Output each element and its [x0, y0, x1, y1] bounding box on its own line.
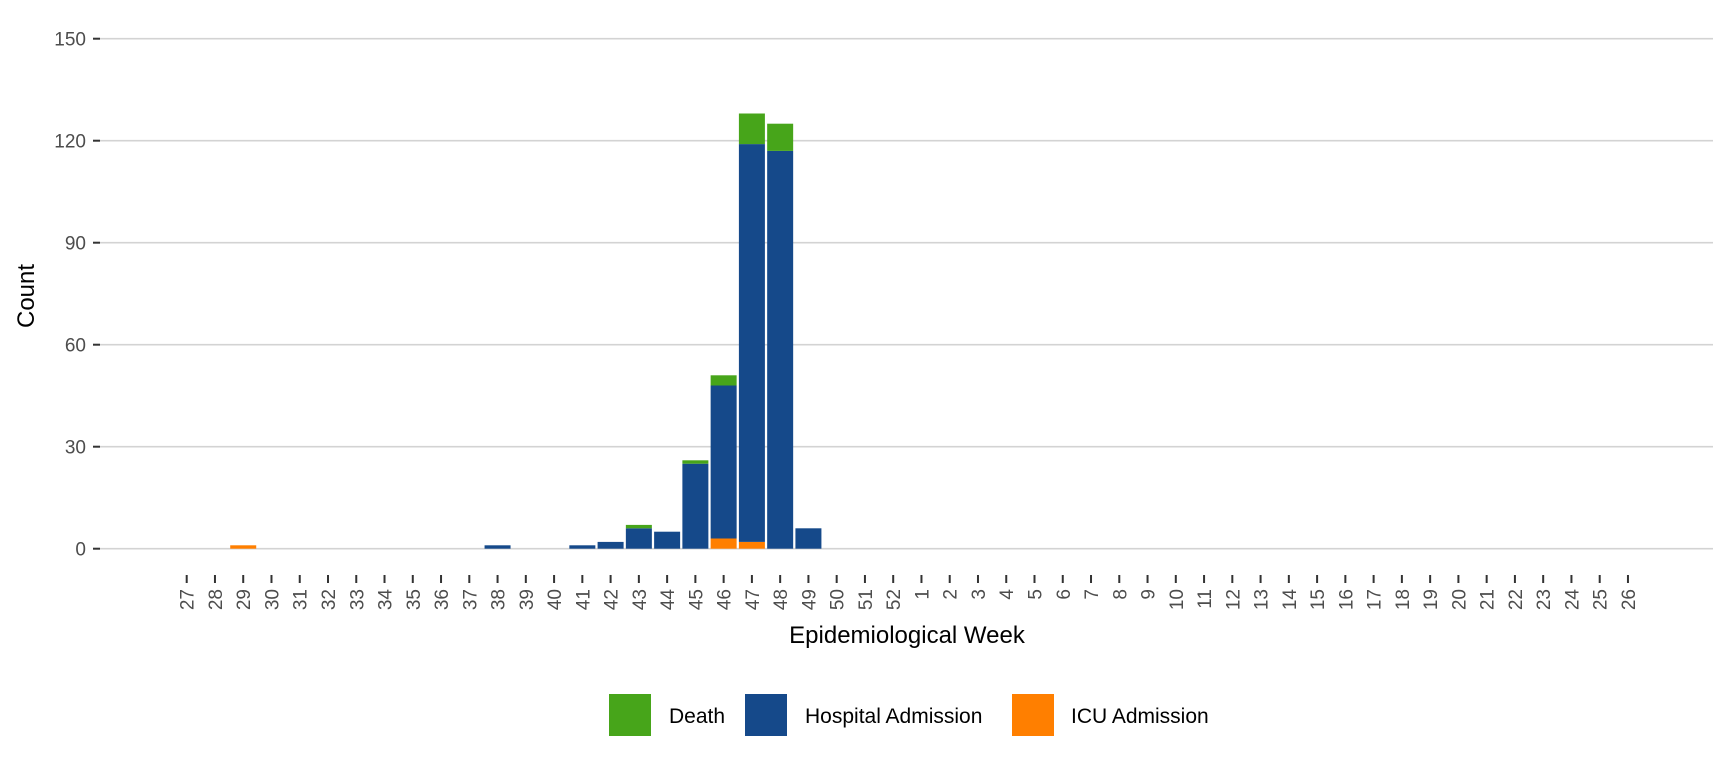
x-tick-label: 2 [941, 589, 962, 600]
y-tick-label: 0 [75, 540, 86, 561]
y-tick-label: 120 [54, 132, 86, 153]
bar-death-week-46 [710, 375, 737, 386]
x-tick-label: 14 [1280, 589, 1301, 611]
bar-hospital-admission-week-42 [597, 541, 624, 549]
x-tick-label: 34 [376, 589, 397, 611]
y-tick-label: 90 [65, 234, 86, 255]
x-tick-label: 30 [262, 589, 283, 610]
x-tick-label: 35 [404, 589, 425, 610]
x-tick-label: 46 [715, 589, 736, 610]
bar-death-week-47 [738, 113, 765, 145]
y-tick-label: 150 [54, 30, 86, 51]
x-tick-label: 16 [1336, 589, 1357, 610]
bars [230, 113, 822, 549]
x-tick-label: 44 [658, 589, 679, 611]
y-tick-label: 60 [65, 336, 86, 357]
x-tick-label: 6 [1054, 589, 1075, 600]
x-tick-label: 17 [1365, 589, 1386, 610]
bar-icu-admission-week-46 [710, 538, 737, 549]
x-tick-label: 41 [573, 589, 594, 610]
legend-swatch [1012, 694, 1054, 736]
x-tick-label: 19 [1421, 589, 1442, 610]
x-tick-label: 26 [1619, 589, 1640, 610]
x-tick-label: 1 [912, 589, 933, 600]
x-tick-label: 38 [489, 589, 510, 610]
bar-hospital-admission-week-41 [569, 545, 596, 549]
x-axis-title: Epidemiological Week [789, 622, 1026, 649]
x-axis: 27 28 29 30 31 32 33 34 35 36 37 38 39 40 41 42 43 44 45 46… [178, 575, 1640, 610]
x-tick-label: 11 [1195, 589, 1216, 609]
y-axis: 0 30 60 90 120 150 [54, 30, 100, 561]
x-tick-label: 33 [347, 589, 368, 610]
bar-death-week-45 [682, 460, 709, 464]
bar-hospital-admission-week-46 [710, 385, 737, 539]
x-tick-label: 23 [1534, 589, 1555, 610]
x-tick-label: 12 [1223, 589, 1244, 610]
y-axis-title: Count [13, 264, 40, 328]
bar-hospital-admission-week-43 [625, 528, 652, 549]
x-tick-label: 7 [1082, 589, 1103, 600]
bar-hospital-admission-week-49 [795, 528, 822, 549]
x-tick-label: 13 [1252, 589, 1273, 610]
x-tick-label: 15 [1308, 589, 1329, 610]
bar-hospital-admission-week-45 [682, 463, 709, 549]
x-tick-label: 5 [1026, 589, 1047, 600]
legend-swatch [745, 694, 787, 736]
x-tick-label: 24 [1562, 589, 1583, 611]
x-tick-label: 10 [1167, 589, 1188, 610]
legend-item-icu-admission: ICU Admission [1012, 694, 1209, 736]
x-tick-label: 43 [630, 589, 651, 610]
bar-icu-admission-week-29 [230, 545, 257, 549]
x-tick-label: 48 [771, 589, 792, 610]
gridlines [100, 37, 1713, 550]
bar-death-week-48 [767, 123, 794, 151]
x-tick-label: 31 [291, 589, 312, 610]
x-tick-label: 18 [1393, 589, 1414, 610]
x-tick-label: 20 [1449, 589, 1470, 610]
x-tick-label: 40 [545, 589, 566, 610]
legend-swatch [609, 694, 651, 736]
bar-hospital-admission-week-38 [484, 545, 511, 549]
x-tick-label: 45 [686, 589, 707, 610]
x-tick-label: 51 [856, 589, 877, 610]
x-tick-label: 21 [1478, 589, 1499, 610]
x-tick-label: 39 [517, 589, 538, 610]
legend-item-death: Death [609, 694, 725, 736]
x-tick-label: 27 [178, 589, 199, 610]
x-tick-label: 4 [997, 589, 1018, 600]
x-tick-label: 25 [1591, 589, 1612, 610]
x-tick-label: 52 [884, 589, 905, 610]
x-tick-label: 36 [432, 589, 453, 610]
x-tick-label: 50 [828, 589, 849, 610]
bar-hospital-admission-week-47 [738, 144, 765, 542]
x-tick-label: 29 [234, 589, 255, 610]
bar-death-week-43 [625, 524, 652, 529]
legend-label: Death [669, 705, 725, 728]
bar-icu-admission-week-47 [738, 541, 765, 549]
legend-label: ICU Admission [1071, 705, 1209, 728]
bar-hospital-admission-week-44 [654, 531, 681, 549]
x-tick-label: 37 [460, 589, 481, 610]
bar-hospital-admission-week-48 [767, 150, 794, 549]
x-tick-label: 3 [969, 589, 990, 600]
legend-label: Hospital Admission [805, 705, 982, 728]
x-tick-label: 28 [206, 589, 227, 610]
x-tick-label: 22 [1506, 589, 1527, 610]
x-tick-label: 32 [319, 589, 340, 610]
x-tick-label: 8 [1110, 589, 1131, 600]
x-tick-label: 42 [602, 589, 623, 610]
x-tick-label: 47 [743, 589, 764, 610]
legend-item-hospital-admission: Hospital Admission [745, 694, 982, 736]
y-tick-label: 30 [65, 438, 86, 459]
legend: Death Hospital Admission ICU Admission [609, 694, 1209, 736]
x-tick-label: 49 [799, 589, 820, 610]
x-tick-label: 9 [1139, 589, 1160, 600]
